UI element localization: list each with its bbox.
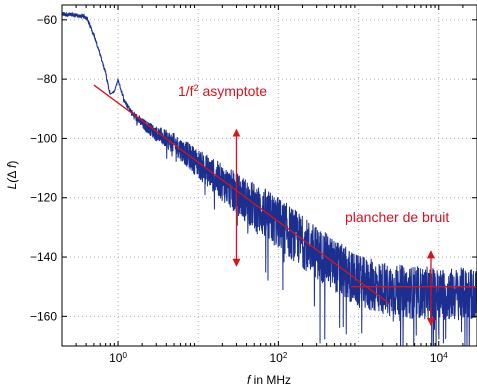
- y-tick-label: −100: [30, 131, 57, 145]
- x-tick-label: 100: [109, 351, 127, 366]
- y-tick-label: −80: [37, 72, 58, 86]
- asymptote-label: 1/f2 asymptote: [178, 83, 267, 99]
- noise-floor-label: plancher de bruit: [345, 209, 449, 225]
- x-tick-label: 102: [269, 351, 287, 366]
- asymptote-label-base: 1/f: [178, 83, 194, 99]
- y-tick-label: −160: [30, 309, 57, 323]
- y-axis-post: ): [5, 161, 19, 165]
- asymptote-line: [93, 84, 391, 306]
- y-tick-label: −140: [30, 250, 57, 264]
- y-axis-mid: Δ: [5, 168, 19, 179]
- series-layer: [62, 11, 477, 346]
- y-tick-label: −60: [37, 13, 58, 27]
- series-line: [62, 11, 477, 346]
- y-axis-title: L(Δ f): [5, 161, 19, 190]
- y-axis-var: f: [5, 163, 19, 168]
- x-axis-title: f in MHz: [247, 373, 291, 387]
- asymptote-label-rest: asymptote: [199, 83, 268, 99]
- y-tick-label: −120: [30, 191, 57, 205]
- asymptote-label-sup: 2: [194, 83, 199, 93]
- annotation-layer: [93, 84, 477, 327]
- x-axis-var: f: [247, 373, 252, 387]
- x-axis-rest: in MHz: [250, 373, 291, 387]
- tick-layer: 100 102 104 −60 −80 −100 −120 −140 −160: [30, 5, 477, 365]
- plot-frame: [61, 4, 477, 347]
- y-axis-pre: L(: [5, 177, 19, 190]
- x-tick-label: 104: [430, 351, 448, 366]
